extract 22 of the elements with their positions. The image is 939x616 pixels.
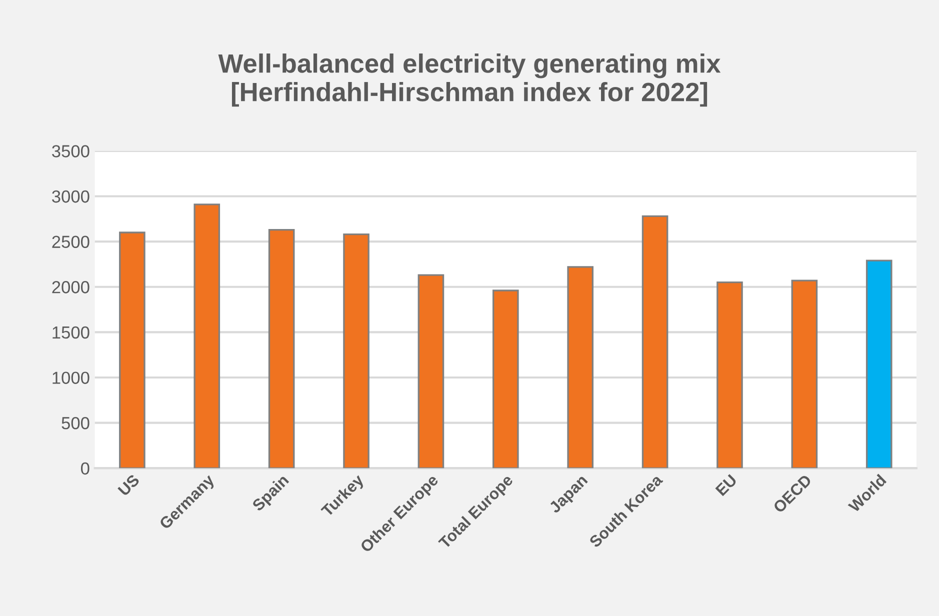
bar [791, 280, 818, 468]
y-tick-label: 3000 [52, 190, 90, 203]
bar [194, 204, 220, 468]
y-tick-label: 3500 [52, 145, 90, 158]
y-tick-label: 1500 [52, 326, 90, 339]
y-tick-label: 500 [62, 417, 90, 430]
bar [119, 232, 146, 468]
bar [343, 233, 370, 468]
bar [866, 260, 892, 468]
x-tick-label: US [117, 474, 140, 496]
x-tick-label: EU [715, 474, 738, 496]
y-tick-label: 0 [81, 462, 90, 475]
bar [567, 266, 594, 468]
y-tick-label: 1000 [52, 372, 90, 384]
bar [642, 215, 668, 468]
chart-title: Well-balanced electricity generating mix [Herfindahl-Hirschman index for 2022] [218, 54, 721, 107]
bar [716, 282, 743, 468]
y-tick-label: 2500 [52, 236, 90, 248]
y-tick-label: 2000 [52, 281, 90, 294]
bar [268, 228, 295, 468]
bar [492, 290, 519, 468]
bar [418, 274, 444, 468]
